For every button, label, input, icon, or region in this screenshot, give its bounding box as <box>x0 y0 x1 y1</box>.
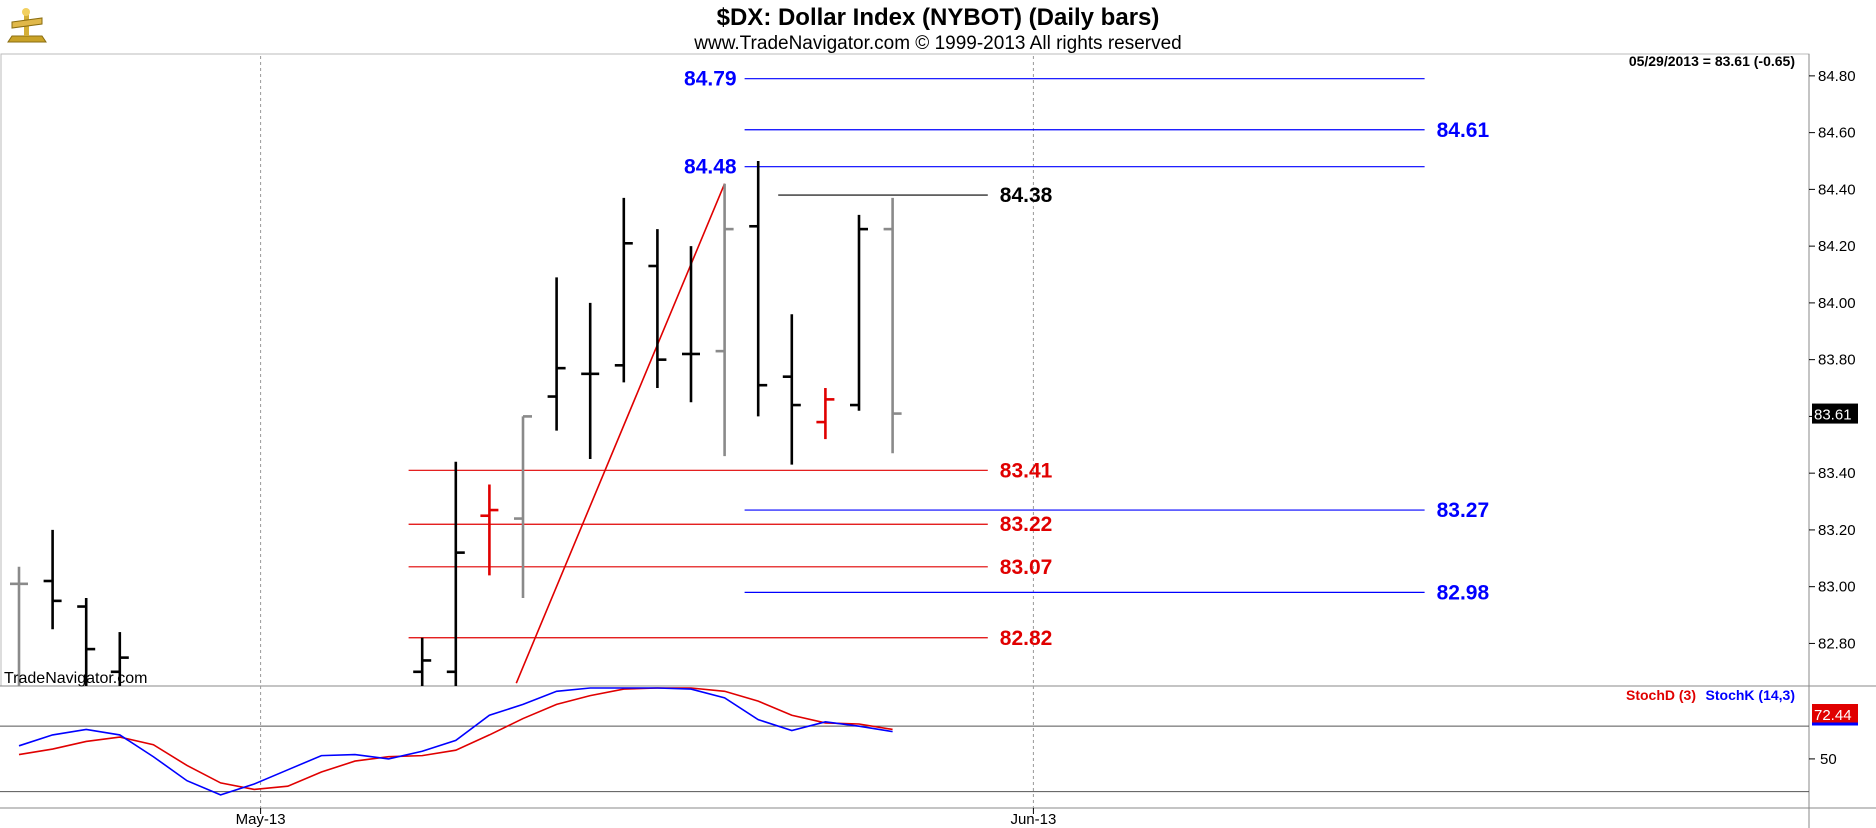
price-tick-label: 83.80 <box>1818 352 1856 369</box>
ohlc-bar <box>547 277 566 431</box>
price-tick-label: 84.60 <box>1818 125 1856 142</box>
price-tick-label: 84.20 <box>1818 238 1856 255</box>
level-label-82.98: 82.98 <box>1437 581 1490 604</box>
price-axis: 84.8084.6084.4084.2084.0083.8083.6083.40… <box>1809 68 1856 652</box>
ohlc-bar <box>77 598 96 686</box>
vertical-gridlines <box>260 56 1034 808</box>
date-axis: May-13 Jun-13 <box>236 808 1056 828</box>
stoch-last-label: 72.44 <box>1814 707 1852 724</box>
stochk-line <box>18 687 893 796</box>
level-label-83.07: 83.07 <box>1000 556 1053 579</box>
ohlc-bar <box>749 161 768 417</box>
stoch-last-tag: 72.44 <box>1812 704 1858 726</box>
price-tick-label: 84.80 <box>1818 68 1856 85</box>
level-label-82.82: 82.82 <box>1000 627 1053 650</box>
stoch-axis: 50 <box>1809 751 1837 768</box>
last-price-tag: 83.61 <box>1812 403 1858 424</box>
price-tick-label: 83.00 <box>1818 579 1856 596</box>
stochastic-panel <box>0 687 1809 796</box>
price-tick-label: 82.80 <box>1818 635 1856 652</box>
ohlc-bar <box>614 197 633 383</box>
price-tick-label: 83.20 <box>1818 522 1856 539</box>
ohlc-bar <box>446 461 465 686</box>
date-tick-label: Jun-13 <box>1010 811 1056 828</box>
ohlc-bar <box>648 229 667 389</box>
logo <box>4 6 50 48</box>
level-label-84.38: 84.38 <box>1000 184 1053 207</box>
level-label-84.79: 84.79 <box>684 68 737 91</box>
level-label-83.41: 83.41 <box>1000 459 1053 482</box>
ohlc-bar <box>715 183 734 457</box>
quote-label: 05/29/2013 = 83.61 (-0.65) <box>1629 53 1795 69</box>
level-label-83.22: 83.22 <box>1000 513 1053 536</box>
ohlc-bar <box>10 566 28 686</box>
ohlc-bar <box>682 246 700 403</box>
price-tick-label: 84.00 <box>1818 295 1856 312</box>
stoch-tick-label: 50 <box>1820 751 1837 768</box>
chart-title: $DX: Dollar Index (NYBOT) (Daily bars) <box>717 4 1160 31</box>
ohlc-bar <box>816 388 835 440</box>
ohlc-bar <box>581 302 600 459</box>
ohlc-bar <box>514 415 532 599</box>
ohlc-bar <box>883 197 902 454</box>
price-panel <box>0 53 1810 687</box>
stochk-legend: StochK (14,3) <box>1706 687 1795 703</box>
price-tick-label: 83.40 <box>1818 465 1856 482</box>
stochd-line <box>18 687 893 791</box>
ohlc-bar <box>43 529 62 630</box>
price-levels: 84.79 84.61 84.48 84.38 83.41 83.27 83.22 83.07… <box>408 68 1490 650</box>
stochd-legend: StochD (3) <box>1626 687 1696 703</box>
last-price-label: 83.61 <box>1814 407 1852 424</box>
level-label-84.48: 84.48 <box>684 156 737 179</box>
ohlc-bars <box>10 161 902 686</box>
ohlc-bar <box>850 214 868 411</box>
ohlc-bar <box>480 484 499 576</box>
level-label-84.61: 84.61 <box>1437 119 1490 142</box>
watermark: TradeNavigator.com <box>4 670 147 687</box>
ohlc-bar <box>782 314 801 465</box>
price-tick-label: 84.40 <box>1818 181 1856 198</box>
ohlc-bar <box>413 637 432 686</box>
chart-subtitle: www.TradeNavigator.com © 1999-2013 All r… <box>693 33 1181 54</box>
level-label-83.27: 83.27 <box>1437 499 1490 522</box>
date-tick-label: May-13 <box>236 811 286 828</box>
ohlc-bar <box>110 632 129 686</box>
